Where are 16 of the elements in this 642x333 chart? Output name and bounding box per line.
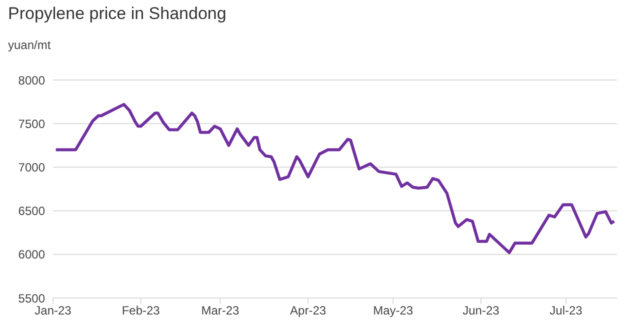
x-tick-label: Apr-23 <box>290 304 326 318</box>
y-tick-label: 7500 <box>18 116 46 131</box>
y-tick-label: 5500 <box>18 291 46 306</box>
line-series <box>54 102 616 254</box>
y-axis-title: yuan/mt <box>8 38 51 52</box>
y-tick-label: 6000 <box>18 248 46 262</box>
y-tick-label: 6500 <box>18 204 46 218</box>
x-tick-label: Jul-23 <box>550 304 583 318</box>
x-tick-label: May-23 <box>373 304 414 318</box>
x-tick-label: Feb-23 <box>122 304 160 318</box>
y-tick-label: 8000 <box>18 73 46 88</box>
chart-title: Propylene price in Shandong <box>8 4 226 24</box>
x-tick-label: Jun-23 <box>462 304 500 318</box>
y-tick-label: 7000 <box>18 160 46 174</box>
x-tick-label: Mar-23 <box>201 304 240 318</box>
x-tick-label: Jan-23 <box>34 304 72 318</box>
